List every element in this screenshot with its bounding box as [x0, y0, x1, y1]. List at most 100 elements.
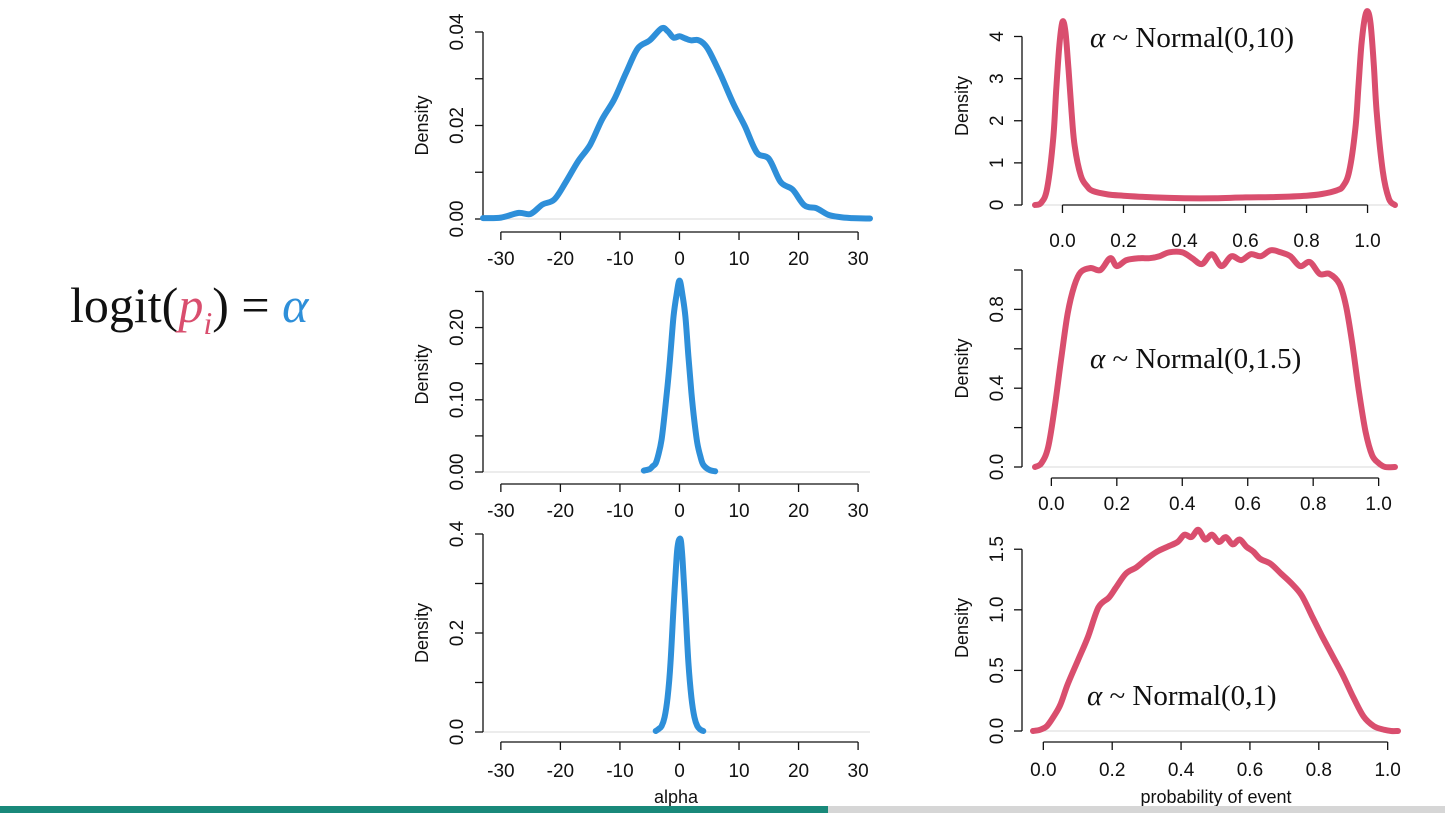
density-curve — [1032, 8, 1398, 208]
x-tick-label: 10 — [728, 761, 749, 782]
x-tick-label: -10 — [606, 501, 633, 522]
y-tick-label: 2 — [987, 115, 1008, 126]
annotation-text: ~ Normal(0,1.5) — [1105, 343, 1301, 375]
equation-p: p — [175, 277, 203, 333]
x-tick-label: -30 — [487, 249, 514, 270]
x-tick-label: 0.6 — [1235, 494, 1261, 515]
x-tick-label: 0.6 — [1237, 760, 1263, 781]
x-tick-label: -20 — [547, 249, 574, 270]
x-tick-label: 0.2 — [1104, 494, 1130, 515]
y-tick-label: 0.4 — [987, 375, 1008, 402]
y-tick-label: 0.2 — [447, 620, 468, 646]
x-tick-label: -20 — [547, 501, 574, 522]
progress-fill — [0, 806, 828, 813]
x-tick-label: 0.0 — [1030, 760, 1056, 781]
x-tick-label: 0.4 — [1171, 231, 1198, 252]
density-curve — [1030, 526, 1401, 735]
y-axis-title: Density — [952, 338, 972, 398]
density-curve — [640, 277, 719, 475]
x-axis-title: probability of event — [1140, 787, 1291, 807]
x-tick-label: -30 — [487, 501, 514, 522]
x-tick-label: 10 — [728, 501, 749, 522]
y-tick-label: 1.5 — [987, 536, 1008, 562]
x-tick-label: 1.0 — [1374, 760, 1400, 781]
y-tick-label: 1.0 — [987, 597, 1008, 623]
x-tick-label: 1.0 — [1365, 494, 1391, 515]
equation-alpha: α — [282, 277, 310, 333]
x-tick-label: 0.8 — [1306, 760, 1332, 781]
x-tick-label: -10 — [606, 249, 633, 270]
y-axis-title: Density — [952, 76, 972, 136]
y-tick-label: 0.10 — [447, 381, 468, 418]
x-tick-label: 20 — [788, 501, 809, 522]
y-tick-label: 3 — [987, 73, 1008, 84]
density-curve — [480, 24, 873, 222]
probability-density-panel-sd1-5: 0.0 0.2 0.4 0.6 0.8 1.0 0.0 0.4 0.8 Density α ~ No… — [952, 247, 1398, 515]
y-tick-label: 0.20 — [447, 309, 468, 346]
y-tick-label: 0.0 — [987, 454, 1008, 480]
x-axis-title: alpha — [654, 787, 699, 807]
y-tick-label: 0.00 — [447, 201, 468, 238]
probability-density-panel-sd10: 0.0 0.2 0.4 0.6 0.8 1.0 0 1 2 3 4 Density α ~ Normal… — [952, 8, 1398, 252]
x-tick-label: 0.8 — [1300, 494, 1326, 515]
y-tick-label: 1 — [987, 158, 1008, 169]
alpha-density-panel-sd10: -30 -20 -10 0 10 20 30 0.00 0.02 0.04 Density — [412, 13, 873, 270]
equation-subscript: i — [203, 305, 212, 341]
x-tick-label: 0.2 — [1110, 231, 1136, 252]
x-tick-label: 0.4 — [1169, 494, 1196, 515]
equation-text: logit(pi) = α — [70, 277, 310, 341]
prior-annotation: α ~ Normal(0,10) — [1090, 22, 1294, 54]
y-tick-label: 0.0 — [447, 719, 468, 745]
x-tick-label: 1.0 — [1354, 231, 1380, 252]
alpha-density-panel-sd1-5: -30 -20 -10 0 10 20 30 0.00 0.10 0.20 Density — [412, 277, 870, 522]
x-tick-label: 0.8 — [1293, 231, 1319, 252]
annotation-text: ~ Normal(0,10) — [1105, 22, 1294, 54]
slide-progress-bar — [0, 806, 1445, 813]
prior-annotation: α ~ Normal(0,1.5) — [1090, 343, 1301, 375]
annotation-alpha: α — [1090, 343, 1106, 375]
x-tick-label: -30 — [487, 761, 514, 782]
y-tick-label: 0.0 — [987, 718, 1008, 744]
x-tick-label: -10 — [606, 761, 633, 782]
density-curve — [1032, 247, 1398, 471]
x-tick-label: 0 — [674, 249, 685, 270]
annotation-text: ~ Normal(0,1) — [1102, 680, 1276, 712]
x-tick-label: 0.0 — [1049, 231, 1075, 252]
annotation-alpha: α — [1090, 22, 1106, 54]
probability-density-panel-sd1: 0.0 0.2 0.4 0.6 0.8 1.0 0.0 0.5 1.0 1.5 Density pro… — [952, 526, 1401, 807]
x-tick-label: 0 — [674, 761, 685, 782]
x-tick-label: 0 — [674, 501, 685, 522]
y-tick-label: 0.02 — [447, 107, 468, 144]
y-axis-title: Density — [412, 95, 432, 155]
annotation-alpha: α — [1087, 680, 1103, 712]
prior-annotation: α ~ Normal(0,1) — [1087, 680, 1277, 712]
density-curve — [652, 535, 707, 734]
y-tick-label: 4 — [987, 31, 1008, 42]
y-axis-title: Density — [412, 344, 432, 404]
y-tick-label: 0.00 — [447, 454, 468, 491]
y-tick-label: 0.4 — [447, 520, 468, 547]
x-tick-label: 20 — [788, 249, 809, 270]
x-tick-label: 10 — [728, 249, 749, 270]
y-tick-label: 0.04 — [447, 13, 468, 50]
y-tick-label: 0.8 — [987, 296, 1008, 322]
x-tick-label: 30 — [848, 761, 869, 782]
y-axis-title: Density — [412, 603, 432, 663]
y-axis-title: Density — [952, 598, 972, 658]
x-tick-label: 30 — [848, 501, 869, 522]
model-equation: logit(pi) = α — [70, 277, 310, 341]
x-tick-label: 0.2 — [1099, 760, 1125, 781]
equation-logit: logit( — [70, 277, 178, 333]
x-tick-label: 30 — [848, 249, 869, 270]
y-tick-label: 0.5 — [987, 657, 1008, 683]
x-tick-label: -20 — [547, 761, 574, 782]
x-tick-label: 0.4 — [1168, 760, 1195, 781]
x-tick-label: 0.0 — [1038, 494, 1064, 515]
alpha-density-panel-sd1: -30 -20 -10 0 10 20 30 0.0 0.2 0.4 Density alpha — [412, 520, 870, 807]
x-tick-label: 20 — [788, 761, 809, 782]
equation-equals: ) = — [212, 277, 282, 333]
x-tick-label: 0.6 — [1232, 231, 1258, 252]
y-tick-label: 0 — [987, 200, 1008, 211]
